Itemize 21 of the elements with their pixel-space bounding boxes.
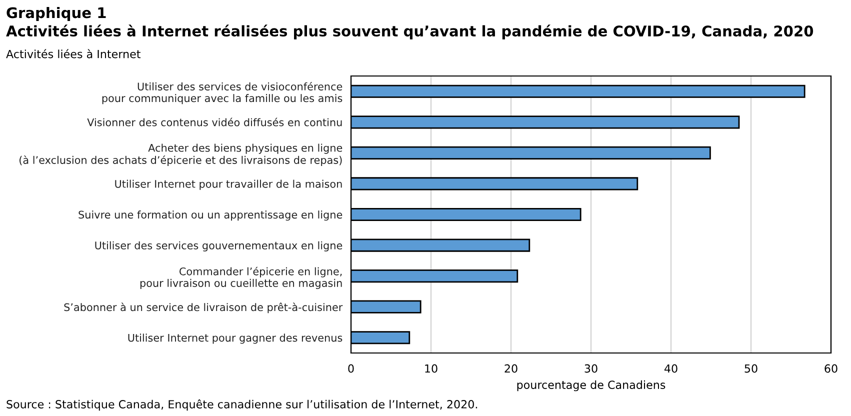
x-tick-label: 30 <box>584 364 598 373</box>
y-tick-label: Commander l’épicerie en ligne, pour livraison ou cueillette en magasin <box>140 266 342 290</box>
y-tick-label: Visionner des contenus vidéo diffusés en continu <box>87 118 342 126</box>
x-tick-label: 40 <box>664 364 678 373</box>
y-tick-label: S’abonner à un service de livraison de prêt-à-cuisiner <box>64 302 343 314</box>
y-tick-label: Utiliser des services de visioconférence pour communiquer avec la famille ou les amis <box>102 82 342 104</box>
text: Graphique 1 <box>6 6 106 22</box>
y-tick-label: Utiliser Internet pour gagner des revenus <box>128 334 342 344</box>
y-tick-label: Acheter des biens physiques en ligne (à l’exclusion des achats d’épicerie et des livraisons de repas) <box>20 144 342 166</box>
x-tick-label: 10 <box>425 364 438 373</box>
x-tick-label: 20 <box>504 364 518 373</box>
y-tick-label: Utiliser Internet pour travailler de la maison <box>115 180 342 190</box>
x-tick-label: 50 <box>744 364 758 373</box>
y-tick-label: Utiliser des services gouvernementaux en ligne <box>95 241 342 252</box>
source-note: Source : Statistique Canada, Enquête canadienne sur l’utilisation de l’Internet, 2020. <box>6 399 478 411</box>
x-tick-label: 0 <box>348 364 354 373</box>
y-axis-title: Activités liées à Internet <box>6 49 140 58</box>
y-tick-label: Suivre une formation ou un apprentissage en ligne <box>78 210 342 221</box>
x-tick-label: 60 <box>824 364 838 373</box>
x-axis-title: pourcentage de Canadiens <box>517 380 666 392</box>
chart-subtitle: Activités liées à Internet réalisées plus souvent qu’avant la pandémie de COVID-19, Canada, 2020 <box>6 24 814 40</box>
